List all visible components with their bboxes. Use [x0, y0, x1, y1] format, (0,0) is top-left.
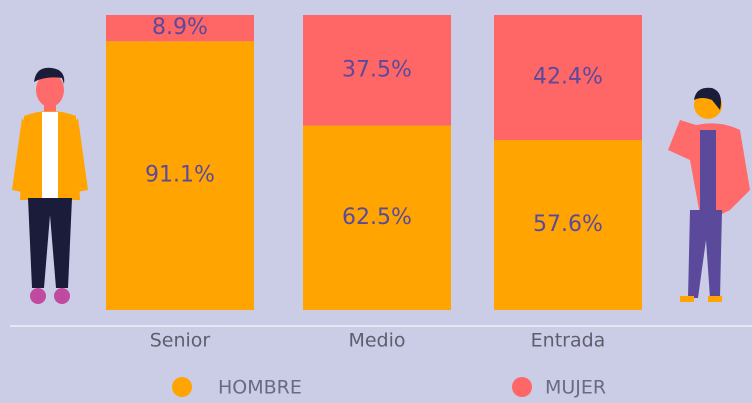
value-label: 57.6% — [533, 212, 603, 237]
value-label: 8.9% — [152, 15, 208, 40]
bar-segment — [494, 140, 642, 310]
value-label: 91.1% — [145, 163, 215, 188]
man-illustration — [12, 67, 88, 304]
value-label: 42.4% — [533, 65, 603, 90]
bar-segment — [106, 15, 254, 42]
value-label: 37.5% — [342, 57, 412, 82]
legend-swatch — [172, 377, 192, 397]
bar-segment — [303, 15, 451, 126]
bar-segment — [494, 15, 642, 141]
x-tick-label: Medio — [348, 330, 405, 352]
legend-swatch — [512, 377, 532, 397]
bar-segment — [303, 125, 451, 310]
legend-label: MUJER — [545, 377, 606, 399]
value-label: 62.5% — [342, 205, 412, 230]
legend-label: HOMBRE — [218, 377, 302, 399]
bar-segment — [106, 41, 254, 310]
x-tick-label: Senior — [150, 330, 211, 352]
x-tick-label: Entrada — [531, 330, 606, 352]
woman-illustration — [668, 87, 750, 302]
